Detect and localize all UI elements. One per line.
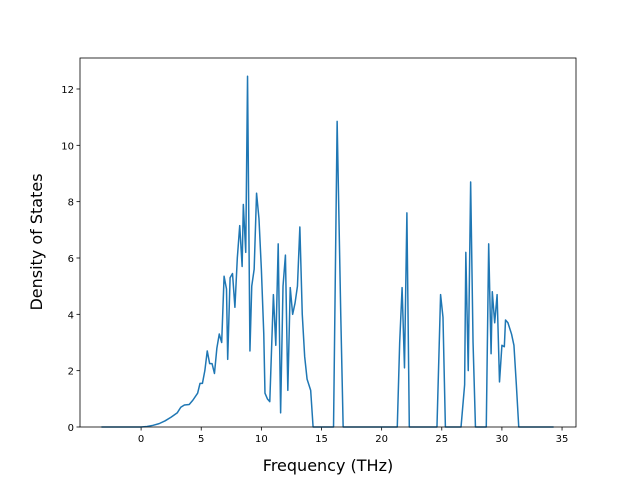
y-tick-label: 10 xyxy=(61,141,74,152)
y-tick-label: 8 xyxy=(68,198,74,209)
y-tick-label: 0 xyxy=(68,423,74,434)
x-tick-label: 35 xyxy=(556,434,569,445)
x-tick-label: 30 xyxy=(496,434,509,445)
x-tick-label: 20 xyxy=(375,434,388,445)
x-tick-label: 10 xyxy=(255,434,268,445)
y-tick-label: 4 xyxy=(68,310,74,321)
x-tick-label: 25 xyxy=(435,434,448,445)
plot-frame xyxy=(79,57,577,428)
line-series xyxy=(101,75,554,428)
y-tick-label: 2 xyxy=(68,367,74,378)
y-tick-label: 6 xyxy=(68,254,74,265)
x-tick-label: 15 xyxy=(315,434,328,445)
y-axis-label: Density of States xyxy=(27,173,46,310)
x-axis-label: Frequency (THz) xyxy=(263,456,393,475)
x-tick-label: 0 xyxy=(138,434,144,445)
x-tick-label: 5 xyxy=(198,434,204,445)
y-tick-label: 12 xyxy=(61,85,74,96)
